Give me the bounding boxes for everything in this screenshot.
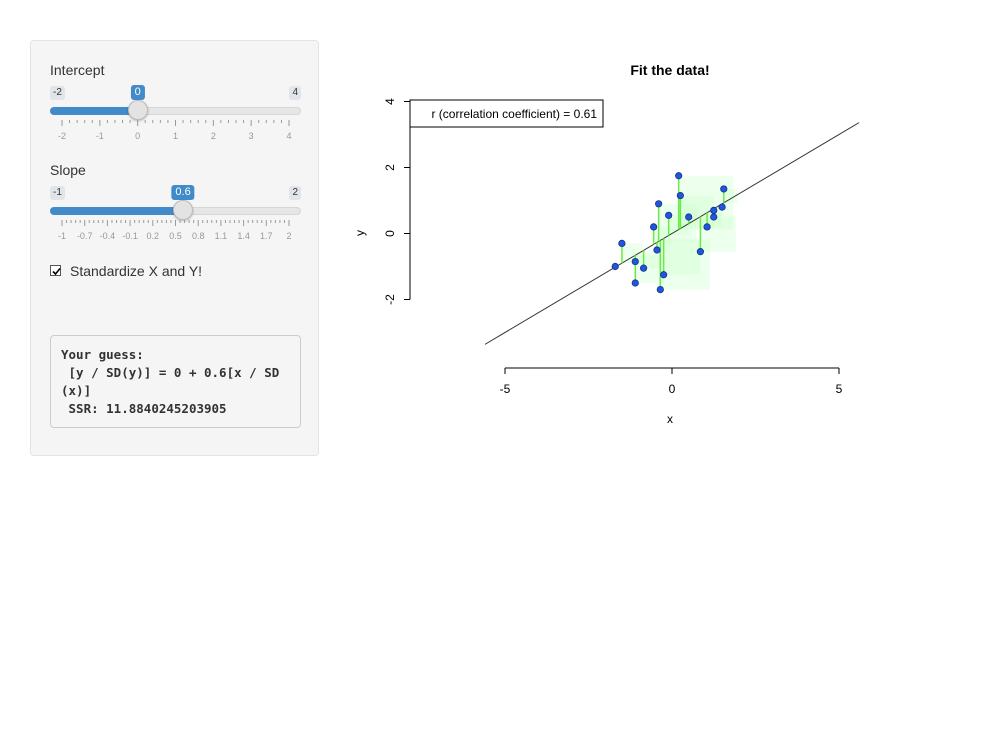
data-point — [631, 257, 639, 266]
data-point — [653, 246, 661, 254]
data-point — [660, 271, 668, 279]
fit-line — [484, 122, 860, 345]
residual-square — [643, 250, 662, 269]
slope-label: Slope — [50, 162, 86, 178]
sidebar-panel: Intercept -2 4 0 -2 -1 0 1 2 3 4 Slope -1 2 0.… — [30, 40, 319, 456]
data-point — [703, 223, 711, 231]
residual-square — [688, 217, 696, 224]
slope-slider-bar — [50, 207, 184, 215]
data-point — [650, 223, 658, 231]
data-point — [685, 213, 693, 221]
standardize-checkbox[interactable] — [50, 265, 61, 276]
slope-slider[interactable]: -1 2 0.6 -1 -0.7 -0.4 -0.1 0.2 0.5 0.8 1.1 1.4 1.… — [50, 185, 301, 256]
legend-text: r (correlation coefficient) = 0.61 — [431, 107, 597, 121]
slider-tick-label: -1 — [96, 131, 104, 141]
slider-tick-label: 0.8 — [192, 231, 205, 241]
data-point — [655, 200, 663, 208]
intercept-max-label: 4 — [289, 86, 301, 100]
intercept-min-label: -2 — [50, 86, 65, 100]
y-tick-label: 0 — [383, 230, 397, 237]
residual-square — [635, 255, 664, 283]
data-point — [710, 213, 718, 221]
data-point — [631, 279, 639, 287]
data-point — [618, 239, 626, 247]
intercept-label: Intercept — [50, 62, 105, 78]
x-tick-label: 5 — [836, 382, 843, 396]
residual-square — [723, 188, 738, 203]
slider-tick-label: 4 — [286, 131, 291, 141]
slope-value-label: 0.6 — [171, 185, 195, 200]
intercept-value-label: 0 — [130, 85, 145, 100]
data-point — [640, 264, 648, 272]
plot-area: -5 0 5 -2 0 2 4 — [383, 98, 860, 396]
y-tick-label: 4 — [383, 98, 397, 105]
slider-tick-label: -0.7 — [77, 231, 93, 241]
slider-tick-label: 1.7 — [260, 231, 273, 241]
slope-min-label: -1 — [50, 186, 65, 200]
y-axis-label: y — [353, 230, 367, 236]
x-tick-label: 0 — [669, 382, 676, 396]
slider-tick-label: 2 — [211, 131, 216, 141]
data-point — [696, 248, 704, 256]
slider-tick-label: -2 — [58, 131, 66, 141]
slider-tick-label: 1.4 — [237, 231, 250, 241]
x-tick-label: -5 — [500, 382, 511, 396]
slider-tick-label: 0.5 — [169, 231, 182, 241]
checkmark-icon — [52, 267, 61, 276]
standardize-label: Standardize X and Y! — [70, 263, 203, 279]
data-point — [665, 211, 673, 219]
slider-tick-label: -1 — [58, 231, 66, 241]
data-point — [611, 262, 619, 271]
residual-square — [713, 208, 723, 217]
residual-square — [663, 238, 701, 275]
residual-square — [700, 216, 736, 252]
slider-tick-label: 3 — [249, 131, 254, 141]
residual-square — [621, 243, 642, 264]
data-point — [676, 191, 684, 200]
slider-tick-label: 2 — [286, 231, 291, 241]
intercept-slider-bar — [50, 107, 138, 115]
data-point — [718, 203, 726, 211]
slider-tick-label: 0 — [135, 131, 140, 141]
scatter-plot: Fit the data! x y -5 0 5 -2 0 2 4 r (correlati… — [353, 62, 860, 426]
data-point — [675, 172, 683, 180]
y-tick-label: -2 — [383, 294, 397, 305]
legend-box: r (correlation coefficient) = 0.61 — [409, 99, 604, 128]
data-point — [656, 286, 664, 294]
slider-tick-label: 1 — [173, 131, 178, 141]
slider-tick-label: 0.2 — [147, 231, 160, 241]
data-point — [710, 206, 718, 214]
data-point — [720, 185, 728, 193]
slider-tick-label: -0.4 — [100, 231, 116, 241]
slider-tick-label: -0.1 — [122, 231, 138, 241]
legend-frame — [409, 99, 604, 128]
intercept-slider-handle[interactable] — [127, 100, 148, 120]
intercept-tick-scale: -2 -1 0 1 2 3 4 — [58, 120, 292, 141]
slope-tick-scale: -1 -0.7 -0.4 -0.1 0.2 0.5 0.8 1.1 1.4 1.7 2 — [58, 220, 292, 241]
slider-tick-label: 1.1 — [215, 231, 228, 241]
y-tick-label: 2 — [383, 164, 397, 171]
residual-square — [635, 255, 642, 262]
slope-slider-handle[interactable] — [173, 200, 194, 220]
intercept-slider[interactable]: -2 4 0 -2 -1 0 1 2 3 4 — [50, 85, 301, 156]
x-axis-label: x — [667, 412, 673, 426]
slope-max-label: 2 — [289, 186, 301, 200]
guess-output: Your guess: [y / SD(y)] = 0 + 0.6[x / SD… — [50, 335, 301, 428]
chart-title: Fit the data! — [630, 62, 709, 78]
